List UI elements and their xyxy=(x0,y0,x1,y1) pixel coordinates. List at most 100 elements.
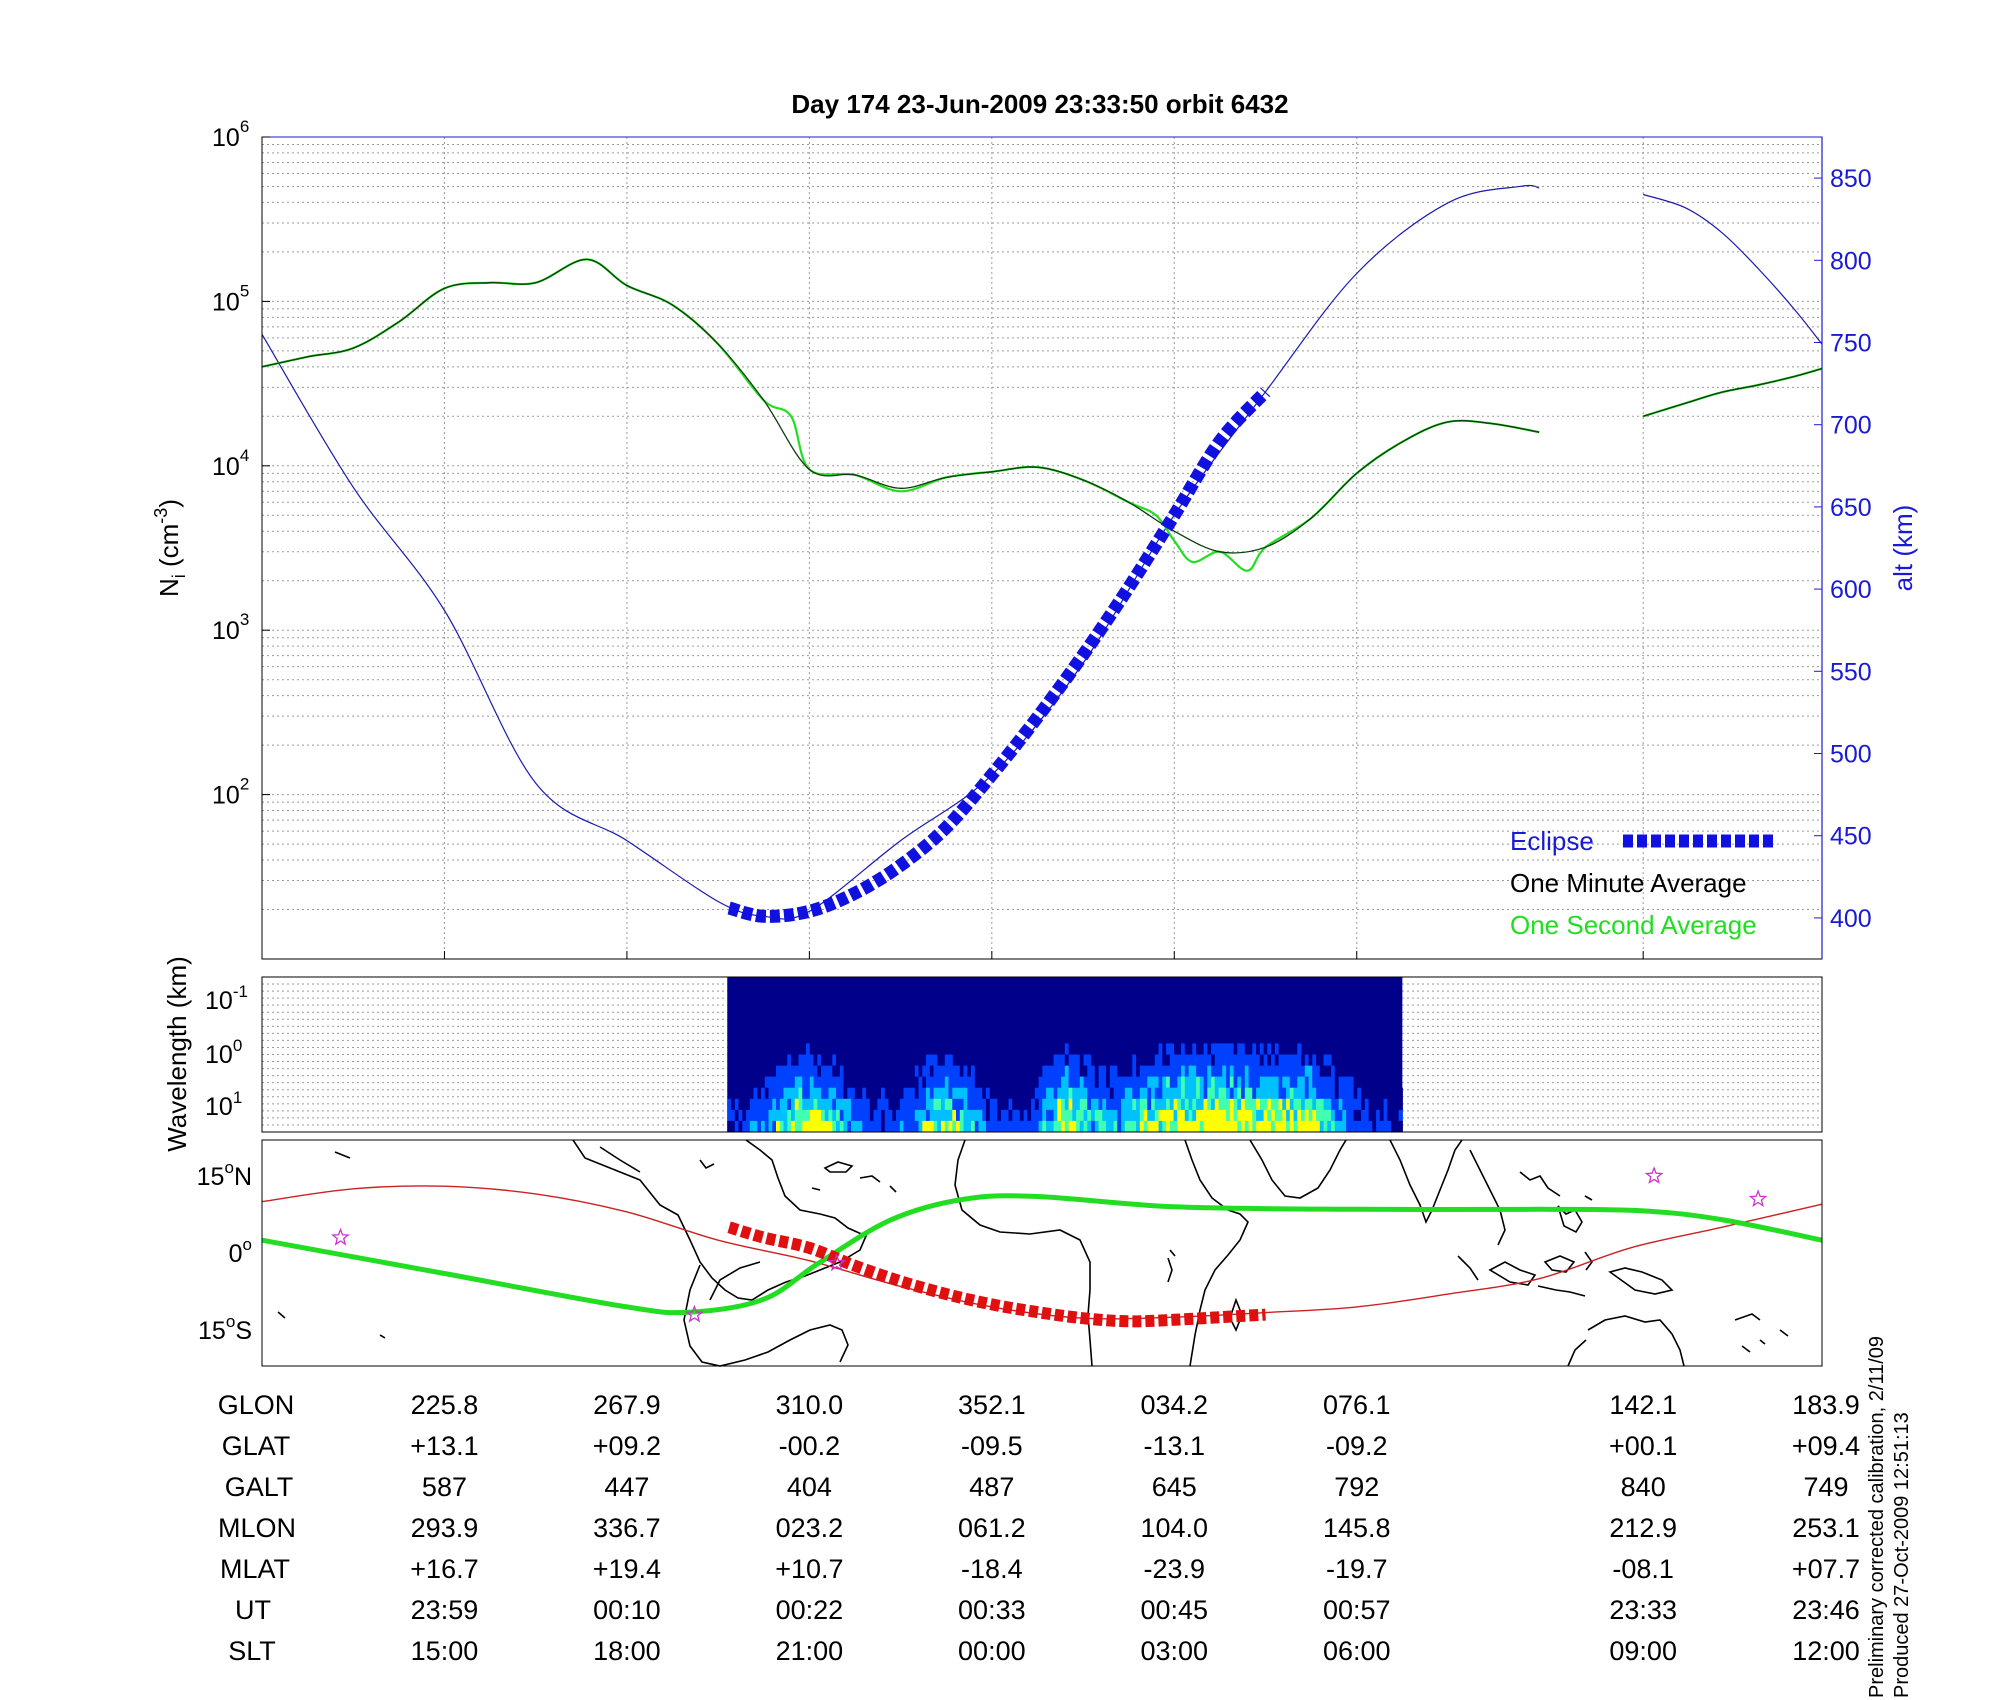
heatmap-cell xyxy=(1357,1109,1362,1122)
heatmap-cell xyxy=(1196,1087,1201,1100)
heatmap-cell xyxy=(1196,1065,1201,1078)
heatmap-cell xyxy=(1038,1120,1043,1133)
calibration-note: Preliminary corrected calibration, 2/11/… xyxy=(1866,1336,1888,1698)
heatmap-cell xyxy=(1143,1054,1148,1067)
heatmap-cell xyxy=(798,1076,803,1089)
heatmap-cell xyxy=(753,1120,758,1133)
heatmap-cell xyxy=(896,1087,901,1100)
heatmap-cell xyxy=(1023,1120,1028,1133)
heatmap-cell xyxy=(1053,1032,1058,1044)
heatmap-cell xyxy=(914,1098,920,1111)
heatmap-cell xyxy=(1034,1098,1040,1111)
heatmap-cell xyxy=(757,1065,762,1078)
heatmap-cell xyxy=(914,1076,920,1089)
heatmap-cell xyxy=(1016,1109,1021,1122)
heatmap-cell xyxy=(761,1098,766,1111)
heatmap-cell xyxy=(1218,1076,1223,1089)
heatmap-cell xyxy=(914,1054,920,1067)
heatmap-cell xyxy=(1286,1065,1291,1078)
heatmap-cell xyxy=(1301,1098,1306,1111)
heatmap-cell xyxy=(813,1120,818,1133)
heatmap-cell xyxy=(1218,1087,1223,1100)
heatmap-cell xyxy=(1128,1098,1133,1111)
heatmap-cell xyxy=(1136,1065,1141,1078)
heatmap-cell xyxy=(869,1087,875,1100)
heatmap-cell xyxy=(1252,1043,1257,1055)
heatmap-cell xyxy=(809,1076,815,1089)
heatmap-cell xyxy=(858,1120,863,1133)
heatmap-cell xyxy=(1177,1054,1182,1067)
heatmap-cell xyxy=(989,1098,995,1111)
heatmap-cell xyxy=(813,1054,818,1067)
heatmap-cell xyxy=(1042,1109,1047,1122)
heatmap-cell xyxy=(952,1098,957,1111)
heatmap-cell xyxy=(1166,1098,1171,1111)
heatmap-cell xyxy=(1124,1076,1130,1089)
heatmap-cell xyxy=(1188,1054,1193,1067)
heatmap-cell xyxy=(1098,1065,1103,1078)
heatmap-cell xyxy=(1162,1120,1167,1133)
heatmap-cell xyxy=(1151,1054,1156,1067)
heatmap-cell xyxy=(1046,1065,1051,1078)
heatmap-cell xyxy=(1319,1098,1325,1111)
heatmap-cell xyxy=(809,1098,815,1111)
heatmap-cell xyxy=(1042,1098,1047,1111)
heatmap-cell xyxy=(903,1087,908,1100)
heatmap-cell xyxy=(1079,1065,1085,1078)
heatmap-cell xyxy=(1188,1087,1193,1100)
heatmap-cell xyxy=(854,1120,860,1133)
heatmap-cell xyxy=(914,1120,920,1133)
heatmap-cell xyxy=(1124,1043,1130,1055)
heatmap-cell xyxy=(1147,1087,1152,1100)
heatmap-cell xyxy=(1353,1098,1358,1111)
heatmap-cell xyxy=(978,1098,983,1111)
heatmap-cell xyxy=(1181,1065,1186,1078)
heatmap-cell xyxy=(1349,1087,1355,1100)
heatmap-cell xyxy=(1049,1098,1055,1111)
heatmap-cell xyxy=(742,1109,747,1122)
heatmap-cell xyxy=(993,1076,998,1089)
heatmap-cell xyxy=(1256,1032,1261,1044)
table-cell: 253.1 xyxy=(1792,1513,1860,1543)
heatmap-cell xyxy=(734,1109,740,1122)
heatmap-cell xyxy=(1301,1109,1306,1122)
heatmap-cell xyxy=(794,1087,800,1100)
heatmap-cell xyxy=(952,1043,957,1055)
table-cell: +10.7 xyxy=(775,1554,843,1584)
heatmap-cell xyxy=(832,1065,837,1078)
heatmap-cell xyxy=(1109,1109,1115,1122)
heatmap-cell xyxy=(1158,1032,1163,1044)
heatmap-cell xyxy=(1181,1032,1186,1044)
heatmap-cell xyxy=(1394,1087,1400,1100)
heatmap-cell xyxy=(952,1076,957,1089)
table-cell: -00.2 xyxy=(779,1431,841,1461)
heatmap-cell xyxy=(1383,1098,1388,1111)
heatmap-cell xyxy=(757,1098,762,1111)
heatmap-cell xyxy=(832,1120,837,1133)
heatmap-cell xyxy=(1252,1054,1257,1067)
heatmap-cell xyxy=(1034,1076,1040,1089)
heatmap-cell xyxy=(1252,1098,1257,1111)
heatmap-cell xyxy=(1203,1109,1208,1122)
heatmap-cell xyxy=(1319,1065,1325,1078)
heatmap-cell xyxy=(1154,1109,1160,1122)
heatmap-cell xyxy=(791,1065,796,1078)
alt-tick-label: 650 xyxy=(1830,494,1872,522)
heatmap-cell xyxy=(764,1076,770,1089)
heatmap-cell xyxy=(1143,1120,1148,1133)
heatmap-cell xyxy=(768,1120,773,1133)
heatmap-cell xyxy=(1361,1120,1366,1133)
heatmap-cell xyxy=(1181,1054,1186,1067)
heatmap-cell xyxy=(776,1120,781,1133)
heatmap-cell xyxy=(1173,1109,1178,1122)
heatmap-cell xyxy=(851,1087,856,1100)
heatmap-cell xyxy=(1068,1076,1073,1089)
heatmap-cell xyxy=(783,1120,788,1133)
wavelength-tick-label: 101 xyxy=(205,1088,242,1121)
heatmap-cell xyxy=(929,1109,935,1122)
heatmap-cell xyxy=(929,1087,935,1100)
heatmap-cell xyxy=(1353,1120,1358,1133)
heatmap-cell xyxy=(1316,1065,1321,1078)
heatmap-cell xyxy=(1271,1076,1276,1089)
heatmap-cell xyxy=(907,1098,912,1111)
